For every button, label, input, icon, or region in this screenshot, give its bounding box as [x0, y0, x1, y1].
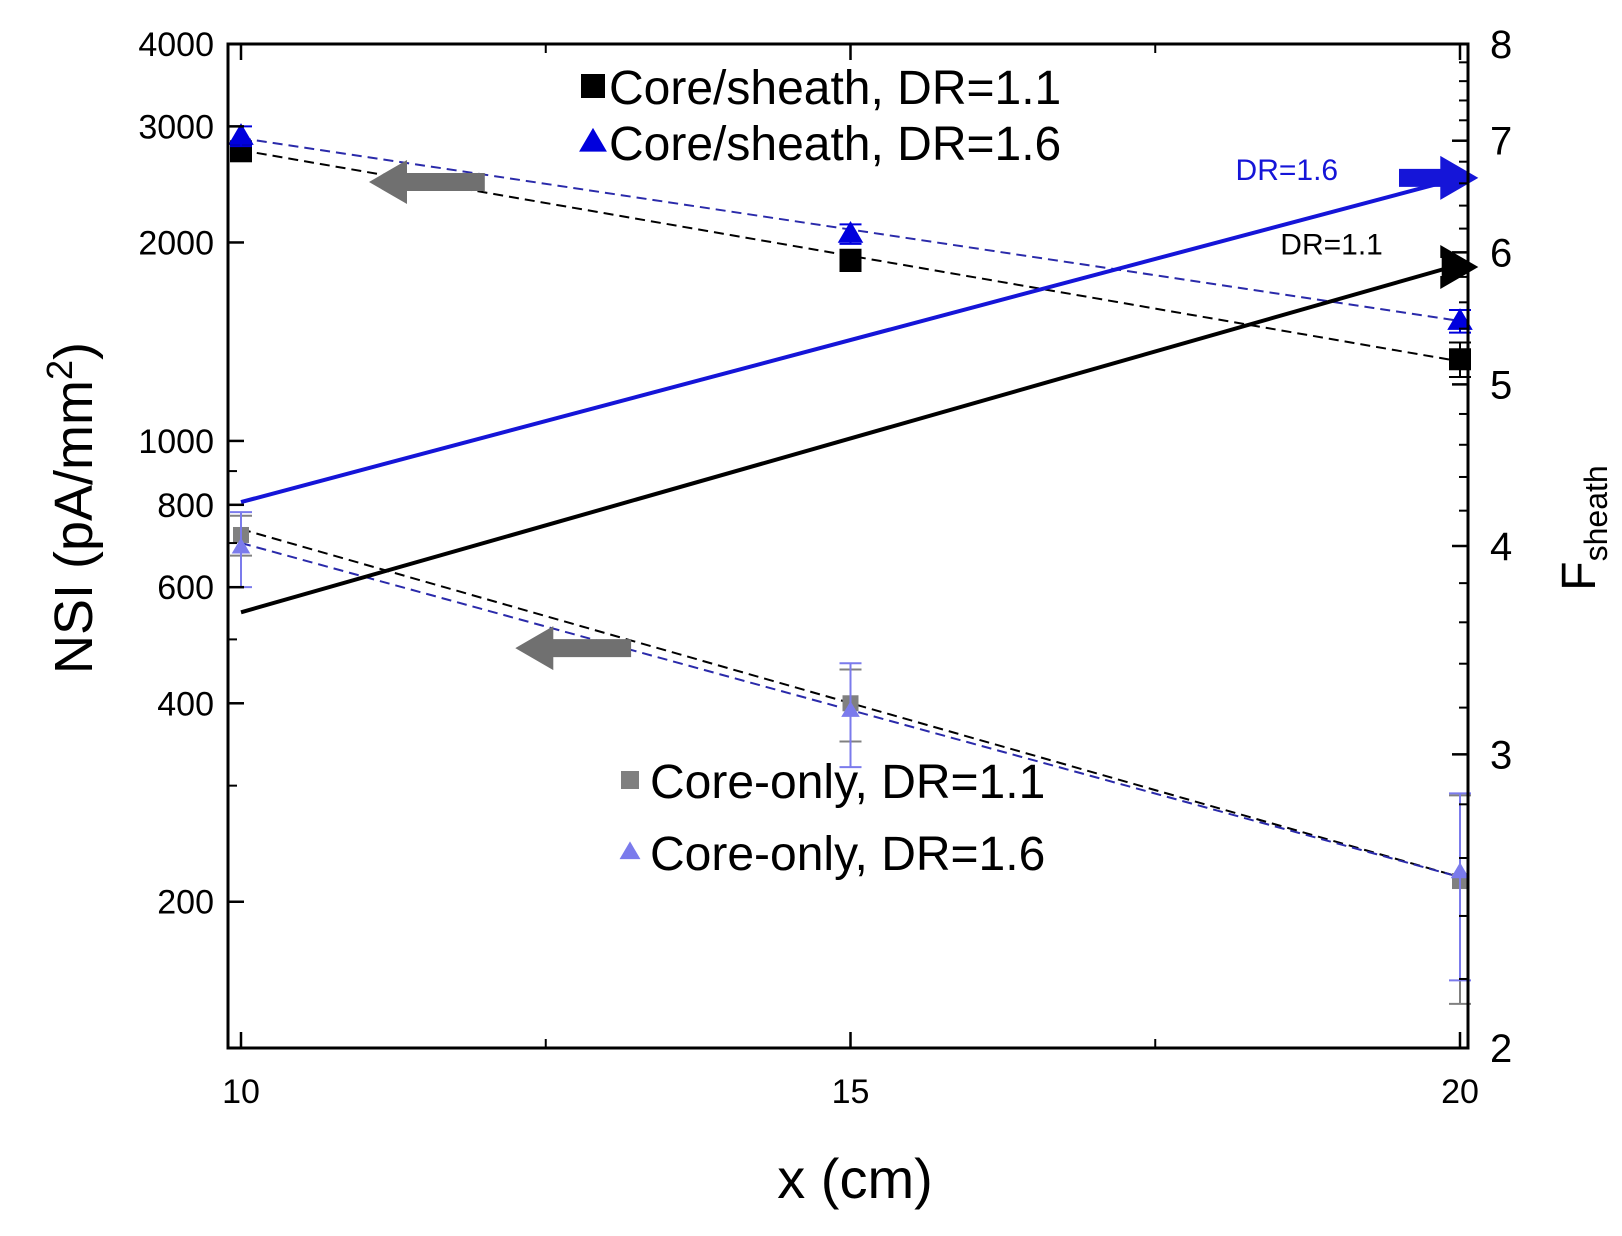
data-points: [228, 123, 1473, 1005]
y-left-tick-label: 3000: [138, 108, 214, 146]
x-axis-label: x (cm): [777, 1147, 933, 1210]
data-point-core-sheath-dr-1-6: [228, 123, 254, 145]
y-axis-right-label: Fsheath: [1553, 465, 1614, 590]
y-left-tick-label: 800: [157, 487, 214, 525]
annotations: DR=1.6 DR=1.1: [1236, 154, 1383, 261]
data-point-core-only-dr-1-6: [841, 701, 860, 717]
annotation-dr-1-6: DR=1.6: [1236, 154, 1339, 187]
y-right-tick-label: 7: [1490, 120, 1512, 164]
y-axis-right-label-sub: sheath: [1578, 465, 1614, 561]
y-axis-left-label-main: NSI (pA/mm: [44, 380, 104, 674]
y-axis-right-label-main: F: [1553, 561, 1606, 590]
x-tick-label: 15: [832, 1073, 870, 1111]
y-axis-left-label-close: ): [44, 342, 104, 360]
axis-arrow-4: [1440, 245, 1479, 289]
axis-arrows: [369, 155, 1479, 671]
legend-marker-core-only-dr-1-6: [619, 841, 641, 860]
legend-label-core-only-dr-1-1: Core-only, DR=1.1: [650, 756, 1045, 809]
axis-arrow-3: [1399, 155, 1479, 200]
data-point-core-sheath-dr-1-6: [1447, 308, 1473, 330]
axis-arrow-1: [369, 160, 485, 204]
legend-marker-core-sheath-dr-1-1: [581, 74, 605, 98]
y-right-tick-label: 2: [1490, 1027, 1512, 1071]
fit-line-core-sheath-dr-1-1: [240, 149, 1461, 363]
y-left-tick-label: 400: [157, 685, 214, 723]
y-right-tick-label: 5: [1490, 363, 1512, 407]
y-right-tick-label: 8: [1490, 23, 1512, 67]
axes: 10 15 20 200 400 600 800 1000 2000 3000 4000 2 3 4 5 6 7…: [138, 23, 1512, 1111]
y-axis-left-label-sup: 2: [39, 360, 80, 380]
y-right-tick-label: 4: [1490, 525, 1512, 569]
ratio-lines: [240, 175, 1461, 615]
y-left-tick-label: 1000: [138, 423, 214, 461]
legend-label-core-only-dr-1-6: Core-only, DR=1.6: [650, 828, 1045, 881]
x-tick-label: 10: [222, 1073, 260, 1111]
axis-arrow-2: [515, 626, 632, 671]
legend-label-core-sheath-dr-1-1: Core/sheath, DR=1.1: [609, 62, 1061, 115]
ratio-line-f-sheath-dr-1-1: [240, 262, 1461, 615]
legend-label-core-sheath-dr-1-6: Core/sheath, DR=1.6: [609, 118, 1061, 171]
y-right-tick-label: 3: [1490, 733, 1512, 777]
legend-marker-core-only-dr-1-1: [621, 771, 639, 789]
y-right-tick-label: 6: [1490, 231, 1512, 275]
ratio-line-f-sheath-dr-1-6: [240, 175, 1461, 505]
y-axis-left-label: NSI (pA/mm2): [39, 342, 104, 674]
data-point-core-only-dr-1-6: [231, 537, 251, 554]
data-point-core-sheath-dr-1-1: [1449, 348, 1471, 371]
data-point-core-sheath-dr-1-6: [837, 221, 864, 243]
y-left-tick-label: 200: [157, 884, 214, 922]
y-left-tick-label: 4000: [138, 26, 214, 64]
data-point-core-only-dr-1-6: [1450, 862, 1470, 879]
data-point-core-sheath-dr-1-1: [839, 249, 862, 272]
y-left-tick-label: 2000: [138, 224, 214, 262]
legend-marker-core-sheath-dr-1-6: [579, 127, 607, 152]
y-left-tick-label: 600: [157, 569, 214, 607]
annotation-dr-1-1: DR=1.1: [1280, 228, 1383, 261]
x-tick-label: 20: [1441, 1073, 1479, 1111]
